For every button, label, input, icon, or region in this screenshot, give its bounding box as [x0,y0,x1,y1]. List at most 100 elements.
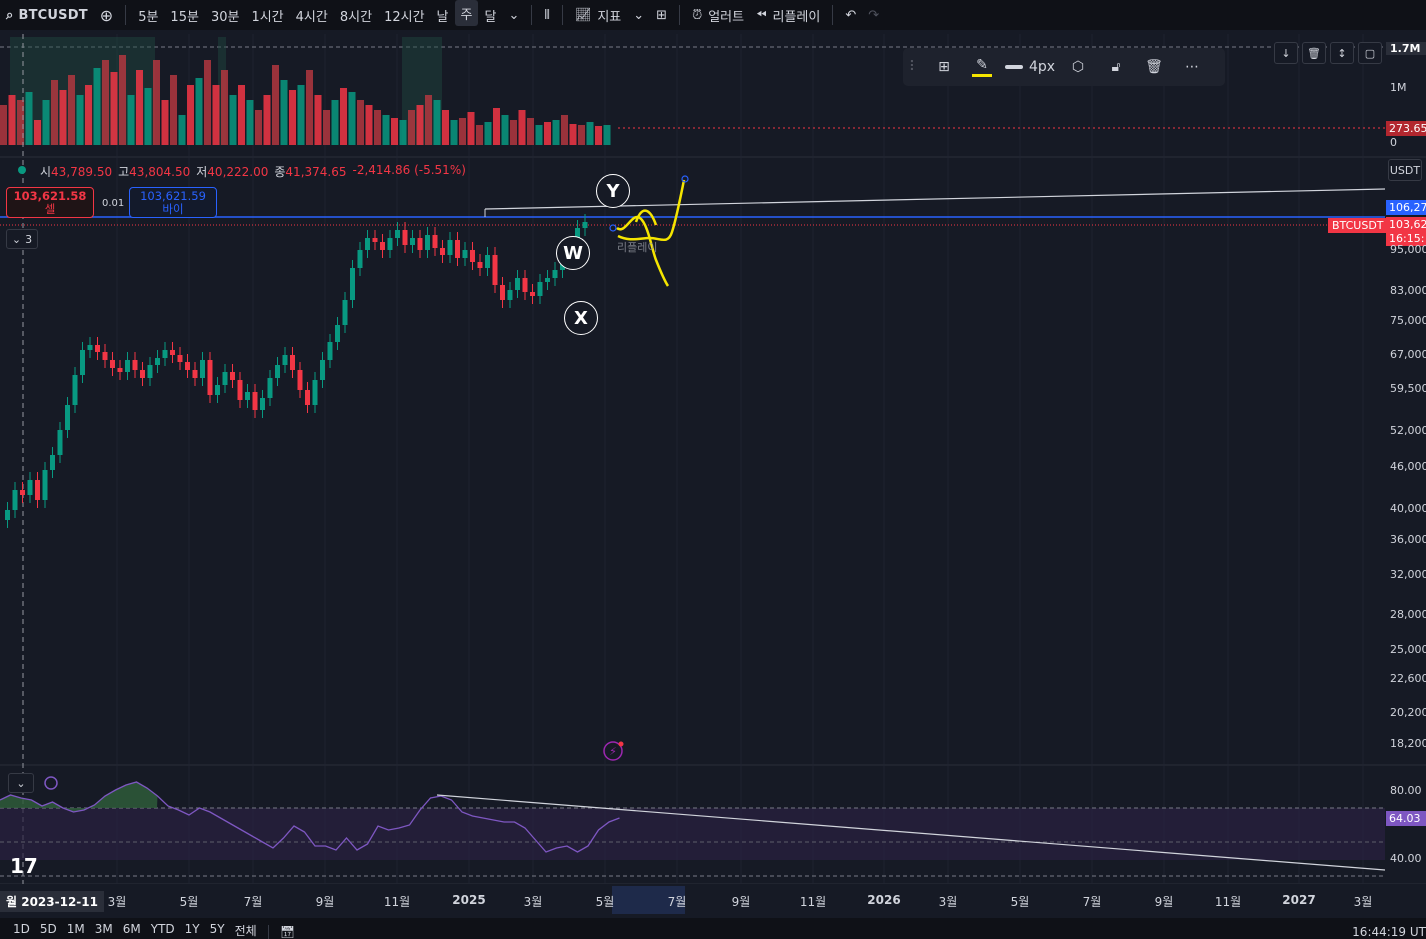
chart-type-button[interactable]: ⫴ [538,0,555,30]
range-button-7[interactable]: 5Y [209,922,225,936]
range-button-1[interactable]: 5D [39,922,57,936]
interval-group: 5분 15분 30분 1시간 4시간 8시간 12시간 날 주 달 [132,0,502,30]
buy-label: 바이 [162,202,184,216]
layouts-button[interactable]: ⊞ [650,0,673,30]
time-tick-label: 2026 [867,893,901,907]
collapse-pane-button[interactable]: ↕ [1330,42,1354,64]
indicators-dropdown[interactable]: ⌄ [627,0,650,30]
interval-1[interactable]: 15분 [170,9,199,25]
range-button-6[interactable]: 1Y [184,922,200,936]
delete-button[interactable]: 🗑︎ [1135,48,1173,86]
buy-button[interactable]: 103,621.59 바이 [129,187,217,218]
drag-handle[interactable]: ⠇ [908,59,920,75]
add-symbol-button[interactable]: ⊕ [94,0,119,30]
line-color-button[interactable]: ✎ [963,48,1001,86]
range-button-5[interactable]: YTD [150,922,175,936]
symbol-search[interactable]: ⌕ BTCUSDT [0,0,94,30]
date-range-button[interactable]: 📅︎ [275,925,300,939]
indicators-button[interactable]: 📈︎ 지표 [569,0,627,30]
drawing-anchor [609,224,617,232]
interval-0[interactable]: 5분 [138,9,159,25]
candle-body [297,370,303,390]
wave-label-w[interactable]: W [556,236,590,270]
alarm-clock-icon: ⏰︎ [692,7,703,23]
price-tick-label: 83,000 [1390,284,1426,297]
range-button-3[interactable]: 3M [94,922,113,936]
time-tick-label: 3월 [1353,895,1373,909]
time-tick-label: 9월 [315,895,335,909]
replay-marker-text: 리플레이 [617,241,658,254]
rsi-collapse-button[interactable]: ⌄ [8,773,34,793]
chevron-down-icon: ⌄ [16,776,26,790]
price-tick-label: 67,000 [1390,348,1426,361]
alert-button[interactable]: ⏰︎ 얼러트 [686,0,750,30]
candle-body [230,372,235,380]
interval-4[interactable]: 4시간 [295,9,328,25]
undo-button[interactable]: ↶ [839,0,862,30]
open-key: 시 [40,165,52,179]
candle-body [447,240,453,255]
range-button-8[interactable]: 전체 [234,924,257,938]
replay-button[interactable]: ⏪︎ 리플레이 [750,0,826,30]
lock-button[interactable]: 🔓︎ [1097,48,1135,86]
clock-label[interactable]: 16:44:19 UT [1352,925,1426,939]
interval-6[interactable]: 12시간 [384,9,425,25]
legend-dot[interactable] [18,166,26,174]
wave-label-x[interactable]: X [564,301,598,335]
maximize-pane-button[interactable]: ▢ [1358,42,1382,64]
candle-body [27,480,33,495]
more-button[interactable]: ⋯ [1173,48,1211,86]
price-chart[interactable]: ⚡︎ 17 [0,34,1426,884]
price-tick-label: 25,000 [1390,643,1426,656]
alert-label: 얼러트 [708,9,745,25]
volume-bar [382,115,390,145]
delete-pane-button[interactable]: 🗑︎ [1302,42,1326,64]
interval-dropdown[interactable]: ⌄ [502,0,525,30]
interval-9[interactable]: 달 [484,9,497,25]
candle-body [95,345,100,352]
volume-bar [595,126,602,145]
move-pane-down-button[interactable]: ↓ [1274,42,1298,64]
volume-bar [357,100,364,145]
currency-button[interactable]: USDT [1388,159,1422,181]
range-button-4[interactable]: 6M [122,922,141,936]
templates-button[interactable]: ⊞ [925,48,963,86]
interval-3[interactable]: 1시간 [251,9,284,25]
volume-bar [25,92,33,145]
candle-body [477,262,483,268]
line-width-icon [1004,65,1023,69]
volume-bar [68,75,75,145]
interval-8[interactable]: 주 [454,0,479,26]
volume-bar [127,95,135,145]
volume-max-label: 1.7M [1386,42,1426,55]
volume-bar [433,100,441,145]
price-tick-label: 40,000 [1390,502,1426,515]
volume-bar [535,125,543,145]
line-width-button[interactable]: 4px [1001,48,1059,86]
candle-body [57,430,63,455]
redo-button[interactable]: ↷ [862,0,885,30]
lightning-icon [603,741,623,761]
volume-bar [119,55,126,145]
sell-label: 셀 [44,202,56,216]
ohlc-legend: 시43,789.50 고43,804.50 저40,222.00 종41,374… [18,163,466,180]
candle-body [462,250,468,258]
interval-7[interactable]: 날 [436,9,449,25]
candle-body [282,355,288,365]
lightning-icon-glyph: ⚡︎ [609,745,617,758]
volume-bar [425,95,432,145]
drawing-toolbar: ⠇ ⊞ ✎ 4px ⬡ 🔓︎ 🗑︎ ⋯ [903,48,1225,86]
price-axis[interactable]: 1.7M 1M 273.65 0 USDT 106,27 103,62 16:1… [1384,34,1426,884]
time-axis[interactable]: 3월 5월 7월 9월 11월 2025 3월 5월 7월 9월 11월 2026 3월 5월 7월 9월 11… [0,886,1426,914]
volume-bar [365,105,373,145]
indicators-collapse[interactable]: ⌄ 3 [6,229,38,249]
settings-button[interactable]: ⬡ [1059,48,1097,86]
interval-2[interactable]: 30분 [210,9,240,25]
wave-label-y[interactable]: Y [596,174,630,208]
range-button-0[interactable]: 1D [13,922,30,936]
rsi-current-badge: 64.03 [1386,811,1426,826]
symbol-price-tag: BTCUSDT [1328,218,1388,233]
range-button-2[interactable]: 1M [66,922,85,936]
sell-button[interactable]: 103,621.58 셀 [6,187,94,218]
interval-5[interactable]: 8시간 [339,9,373,25]
